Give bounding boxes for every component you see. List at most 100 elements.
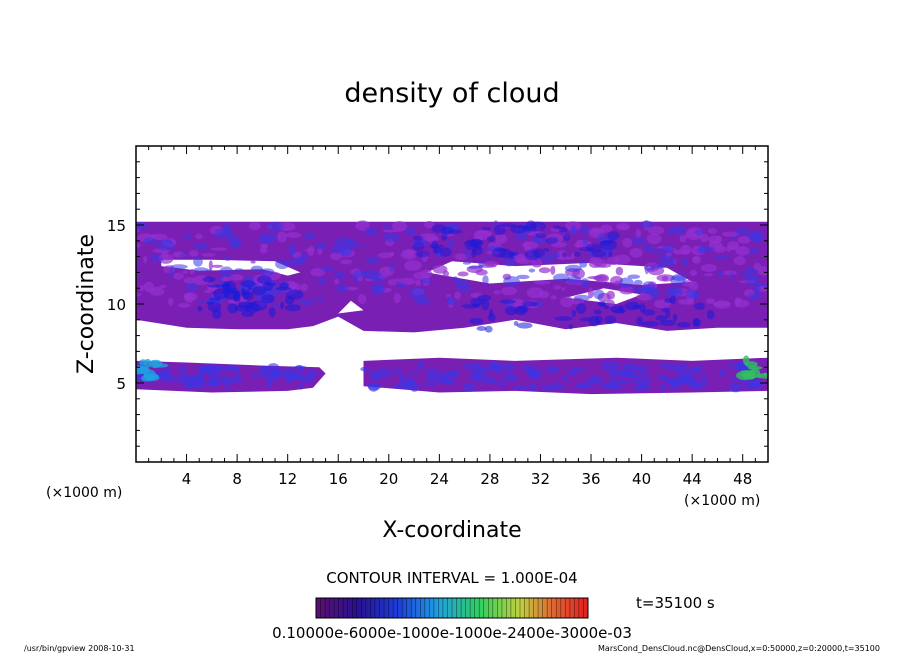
density-blob [580,278,590,288]
density-blob [676,378,695,384]
density-blob [339,259,353,265]
density-blob [177,303,191,308]
density-blob [233,367,240,373]
density-blob [510,224,527,234]
density-blob [502,256,517,267]
density-blob [588,259,602,269]
density-blob [639,303,646,313]
density-blob [733,256,746,266]
density-blob [545,237,559,244]
density-blob [600,224,613,233]
density-blob [493,290,501,295]
density-blob [355,220,370,231]
density-blob [354,276,359,284]
density-blob [303,232,317,240]
density-blob [690,269,698,276]
density-blob [205,380,212,386]
density-blob [365,256,381,264]
density-blob [748,247,759,255]
density-blob [247,286,252,291]
density-blob [550,295,557,300]
density-blob [412,241,425,252]
density-blob [481,376,497,385]
density-blob [249,300,268,311]
density-blob [464,249,471,258]
density-blob [673,225,687,236]
density-blob [640,220,653,229]
density-blob [333,271,346,279]
density-blob [579,259,588,268]
density-blob [420,278,432,284]
density-blob [706,309,715,320]
density-blob [143,281,155,293]
density-blob [646,233,662,245]
density-blob [672,249,691,255]
x-axis-label: X-coordinate [382,518,521,543]
density-blob [185,283,199,291]
density-blob [660,245,675,254]
density-blob [285,289,304,300]
density-blob [538,267,551,274]
density-blob [475,269,488,276]
density-blob [500,286,518,296]
density-blob [717,270,724,277]
density-blob [344,286,358,291]
density-blob [553,273,570,283]
density-blob [476,326,487,331]
contour-interval-label: CONTOUR INTERVAL = 1.000E-04 [326,569,577,587]
density-blob [529,221,547,232]
density-blob [416,361,425,371]
density-blob [527,375,542,381]
density-blob [391,221,408,232]
density-blob [364,226,378,236]
density-blob [744,274,758,285]
density-blob [212,308,222,319]
density-blob [486,254,491,259]
density-blob [540,253,555,263]
density-blob [728,383,743,393]
density-blob [659,363,678,370]
density-blob [468,265,481,269]
density-blob [295,364,304,372]
x-tick-label: 36 [581,470,600,488]
density-blob [266,282,277,286]
density-blob [642,309,655,316]
density-blob [503,276,520,287]
density-blob [602,360,619,372]
density-blob [562,252,567,258]
density-blob [668,229,674,235]
density-blob [516,274,530,280]
density-blob [740,272,753,277]
density-blob [168,297,174,306]
density-blob [573,251,581,257]
density-blob [567,275,582,285]
density-blob [136,293,142,297]
density-blob [164,239,172,244]
density-blob [360,366,370,372]
cloud-gap [338,300,364,314]
density-blob [597,301,607,307]
density-blob [648,246,659,253]
density-blob [655,315,668,322]
density-blob [336,284,349,293]
density-blob [357,294,367,305]
density-blob [528,383,538,391]
density-blob [469,317,484,325]
density-blob [734,297,741,308]
density-blob [629,248,643,258]
density-blob [575,382,587,389]
density-blob [446,293,451,298]
density-blob [693,318,702,327]
density-blob [685,289,697,299]
density-blob [441,232,448,241]
density-blob [136,243,141,248]
density-blob [744,361,758,368]
x-unit-label: (×1000 m) [684,493,760,509]
density-blob [752,379,764,387]
density-blob [234,268,244,273]
density-blob [415,250,429,258]
density-blob [334,278,340,285]
cloud-density-field [136,220,768,395]
density-blob [513,385,528,390]
